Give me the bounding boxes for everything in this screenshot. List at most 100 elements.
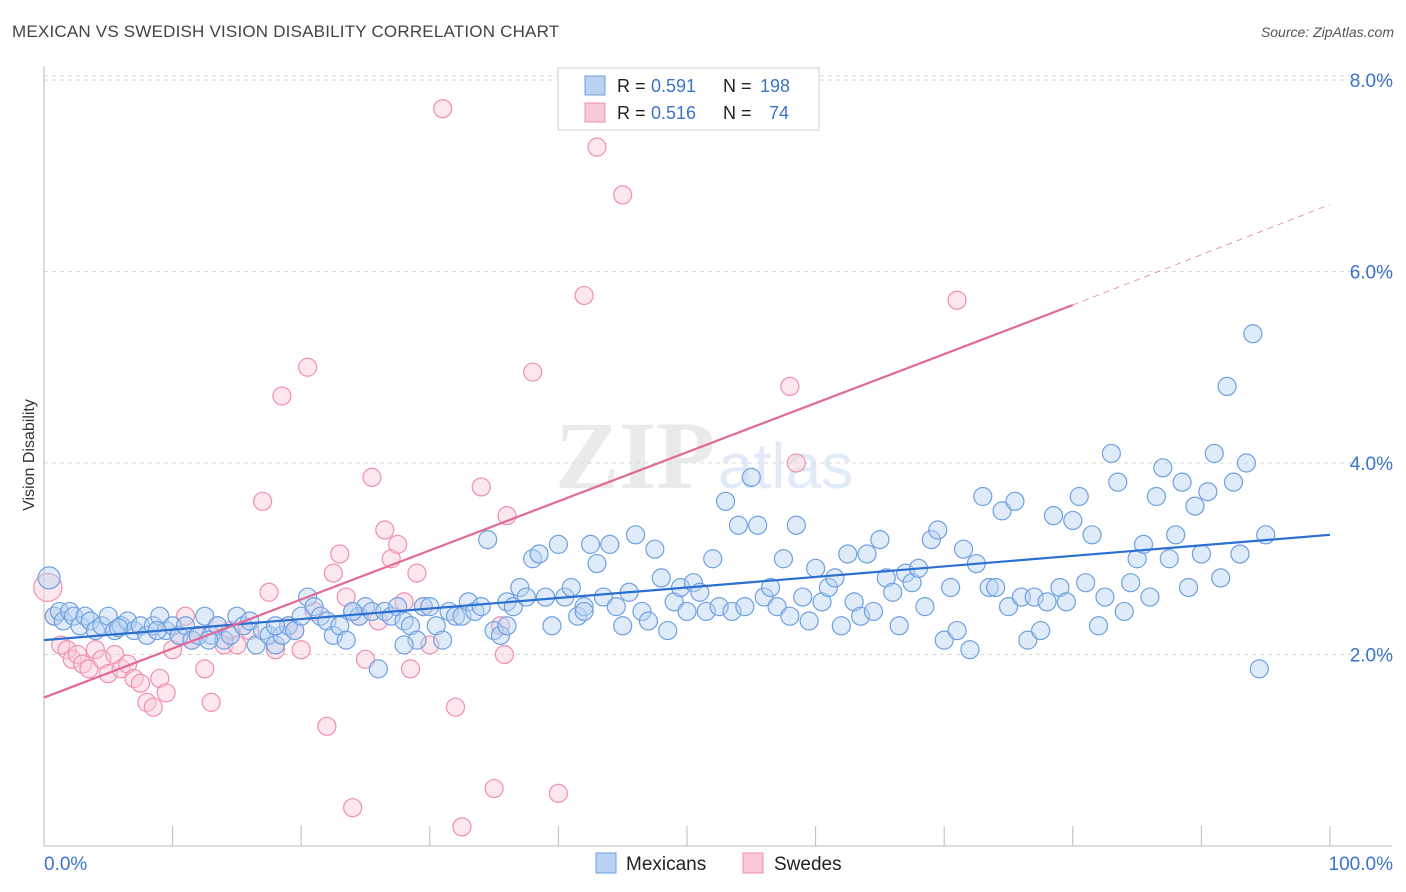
mexicans-point	[452, 606, 472, 626]
mexicans-point	[1043, 506, 1064, 526]
mexicans-point	[960, 640, 980, 660]
y-tick-label: 2.0%	[1350, 646, 1393, 667]
mexicans-point	[150, 606, 170, 626]
mexicans-point	[825, 568, 845, 588]
swedes-point	[291, 640, 311, 660]
mexicans-point	[336, 630, 356, 650]
mexicans-point	[889, 616, 909, 636]
mexicans-point	[953, 539, 974, 559]
mexicans-point	[805, 558, 826, 578]
legend-swedes-swatch	[742, 852, 764, 874]
mexicans-point	[1217, 376, 1237, 396]
mexicans-point	[1159, 549, 1179, 569]
mexicans-point	[1082, 525, 1102, 545]
mexicans-point	[902, 573, 922, 593]
mexicans-point	[1166, 525, 1186, 545]
mexicans-point	[195, 606, 215, 626]
mexicans-point	[1095, 587, 1115, 607]
swedes-point	[150, 668, 170, 689]
mexicans-point	[587, 553, 607, 574]
mexicans-point	[1018, 630, 1038, 650]
mexicans-point	[1088, 616, 1109, 636]
x-tick-label: 100.0%	[1329, 854, 1394, 875]
mexicans-point	[754, 587, 774, 607]
y-tick-label: 4.0%	[1350, 454, 1393, 475]
mexicans-point	[175, 616, 196, 636]
mexicans-point	[433, 630, 453, 650]
swedes-n-label: N =	[723, 103, 752, 123]
mexicans-point	[1211, 568, 1231, 588]
swedes-point	[272, 386, 292, 406]
swedes-point	[407, 563, 427, 583]
mexicans-point	[992, 501, 1012, 521]
mexicans-r-value: 0.591	[651, 76, 696, 96]
swedes-point	[947, 290, 967, 310]
y-tick-label: 8.0%	[1350, 71, 1393, 92]
mexicans-point	[722, 601, 742, 622]
mexicans-point	[625, 525, 646, 545]
mexicans-point	[934, 630, 954, 650]
mexicans-point	[1236, 453, 1257, 473]
y-tick-label: 6.0%	[1350, 263, 1393, 284]
swedes-point	[79, 659, 99, 679]
mexicans-point	[1178, 577, 1199, 598]
mexicans-point	[1204, 443, 1224, 464]
mexicans-point	[535, 587, 556, 607]
mexicans-point	[291, 606, 311, 626]
swedes-point	[33, 572, 63, 603]
swedes-point	[57, 640, 77, 660]
mexicans-point	[709, 597, 729, 617]
mexicans-point	[600, 534, 620, 554]
mexicans-point	[838, 544, 858, 564]
mexicans-point	[638, 611, 659, 631]
swedes-point	[375, 520, 395, 540]
mexicans-point	[613, 616, 633, 636]
swedes-point	[400, 659, 421, 679]
mexicans-point	[677, 601, 697, 622]
mexicans-point	[1056, 592, 1076, 612]
swedes-point	[362, 467, 382, 487]
mexicans-n-value: 198	[760, 76, 790, 96]
mexicans-point	[368, 659, 388, 679]
stats-legend: R = 0.591 N = 198 R = 0.516 N = 74	[557, 67, 820, 131]
mexicans-point	[574, 601, 594, 622]
mexicans-point	[1153, 458, 1173, 478]
swedes-point	[195, 659, 215, 679]
mexicans-point	[857, 544, 877, 564]
mexicans-point	[715, 491, 736, 511]
swedes-point	[92, 649, 112, 669]
mexicans-point	[986, 577, 1006, 598]
mexicans-point	[973, 486, 993, 507]
mexicans-point	[703, 549, 723, 569]
swedes-point	[388, 534, 408, 554]
mexicans-point	[735, 597, 755, 617]
mexicans-point	[786, 515, 806, 535]
mexicans-point	[645, 539, 665, 559]
mexicans-point	[883, 582, 903, 602]
mexicans-point	[1076, 573, 1096, 593]
mexicans-point	[818, 577, 839, 598]
mexicans-point	[767, 597, 787, 617]
mexicans-point	[574, 597, 594, 617]
watermark-zip: ZIP	[555, 402, 715, 509]
legend-mexicans-swatch	[595, 852, 617, 874]
mexicans-point	[548, 534, 569, 554]
grid-layer	[44, 75, 1392, 655]
mexicans-point	[1037, 592, 1057, 612]
mexicans-point	[1223, 472, 1244, 492]
swedes-point	[786, 453, 806, 473]
mexicans-point	[921, 529, 941, 550]
swedes-point	[494, 644, 514, 665]
mexicans-point	[561, 577, 581, 598]
mexicans-point	[1101, 443, 1121, 464]
swedes-point	[330, 544, 350, 564]
mexicans-point	[497, 616, 517, 636]
swedes-point	[143, 697, 163, 717]
mexicans-point	[928, 520, 948, 540]
swedes-point	[259, 582, 279, 602]
mexicans-point	[108, 618, 129, 638]
swedes-point	[587, 137, 607, 157]
swedes-point	[227, 635, 247, 655]
mexicans-point	[915, 597, 935, 617]
swedes-r-value: 0.516	[651, 103, 696, 123]
